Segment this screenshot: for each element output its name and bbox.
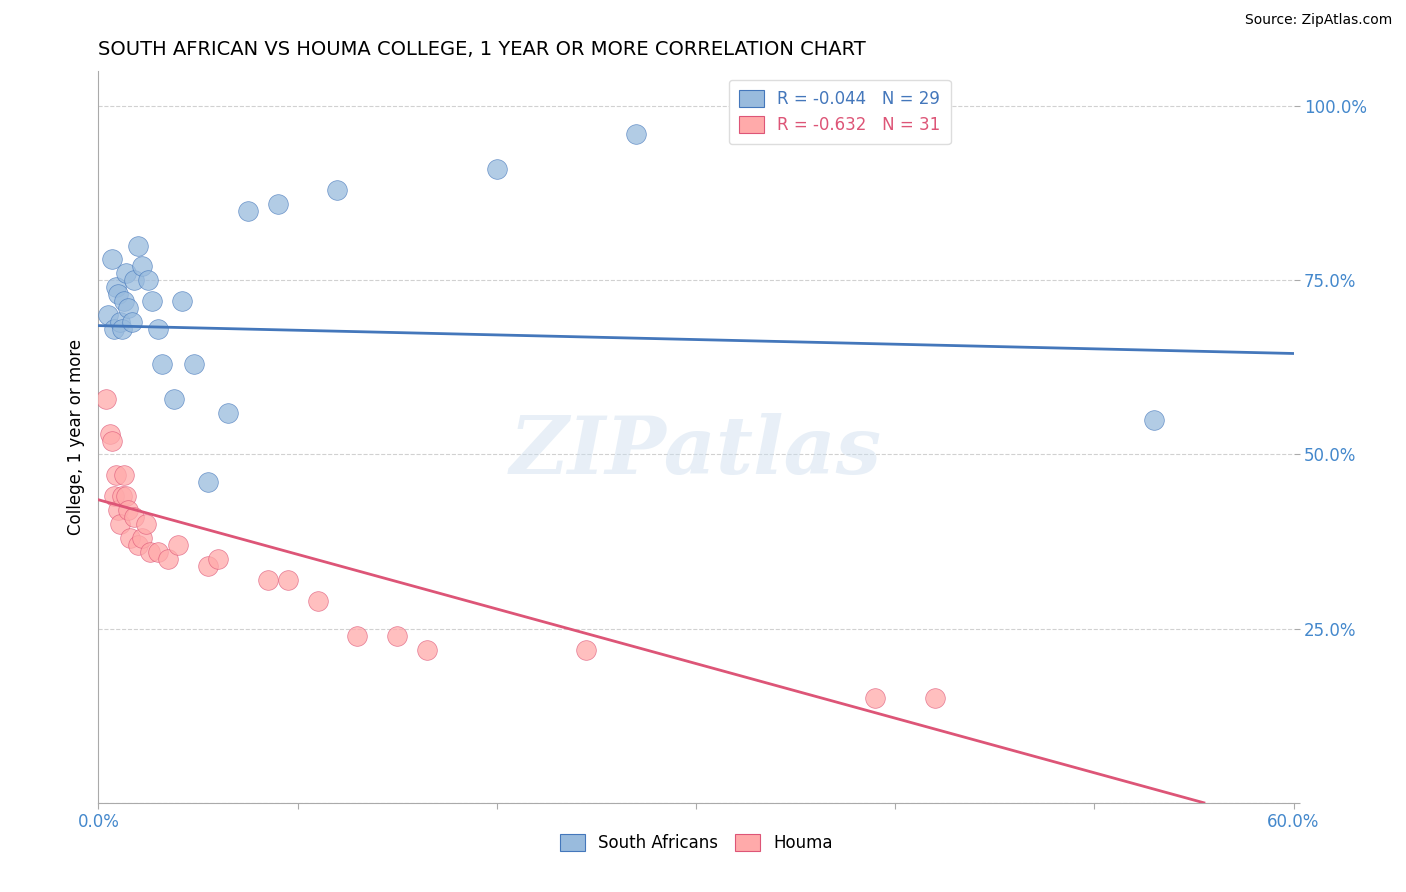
Point: [148, 322, 170, 336]
Point: [96, 392, 118, 406]
Point: [139, 545, 162, 559]
Point: [97, 308, 120, 322]
Point: [183, 357, 205, 371]
Point: [163, 392, 186, 406]
Point: [112, 468, 135, 483]
Point: [217, 406, 239, 420]
Point: [110, 517, 132, 532]
Point: [326, 183, 349, 197]
Point: [117, 503, 139, 517]
Y-axis label: College, 1 year or more: College, 1 year or more: [66, 339, 84, 535]
Point: [924, 691, 946, 706]
Point: [167, 538, 190, 552]
Point: [110, 315, 132, 329]
Text: Source: ZipAtlas.com: Source: ZipAtlas.com: [1244, 13, 1392, 28]
Point: [136, 273, 159, 287]
Point: [485, 161, 508, 176]
Point: [112, 294, 135, 309]
Point: [135, 517, 157, 532]
Point: [115, 489, 138, 503]
Point: [120, 531, 142, 545]
Point: [111, 322, 134, 336]
Point: [107, 287, 129, 301]
Point: [1143, 412, 1166, 426]
Point: [267, 196, 290, 211]
Point: [307, 594, 329, 608]
Point: [131, 531, 153, 545]
Point: [117, 301, 139, 316]
Point: [121, 315, 143, 329]
Point: [575, 642, 598, 657]
Point: [277, 573, 299, 587]
Point: [148, 545, 170, 559]
Point: [150, 357, 173, 371]
Point: [236, 203, 259, 218]
Point: [115, 266, 138, 280]
Legend: South Africans, Houma: South Africans, Houma: [551, 825, 841, 860]
Point: [127, 538, 149, 552]
Point: [103, 322, 125, 336]
Point: [105, 280, 128, 294]
Point: [207, 552, 229, 566]
Point: [103, 489, 125, 503]
Point: [197, 475, 219, 490]
Point: [111, 489, 134, 503]
Point: [124, 273, 146, 287]
Point: [105, 468, 128, 483]
Point: [416, 642, 439, 657]
Text: SOUTH AFRICAN VS HOUMA COLLEGE, 1 YEAR OR MORE CORRELATION CHART: SOUTH AFRICAN VS HOUMA COLLEGE, 1 YEAR O…: [98, 39, 866, 59]
Point: [127, 238, 149, 252]
Point: [626, 127, 648, 141]
Text: ZIPatlas: ZIPatlas: [510, 413, 882, 491]
Point: [256, 573, 278, 587]
Point: [346, 629, 368, 643]
Point: [197, 558, 219, 573]
Point: [107, 503, 129, 517]
Point: [101, 434, 124, 448]
Point: [157, 552, 180, 566]
Point: [172, 294, 194, 309]
Point: [101, 252, 124, 267]
Point: [385, 629, 409, 643]
Point: [141, 294, 163, 309]
Point: [865, 691, 887, 706]
Point: [131, 260, 153, 274]
Point: [124, 510, 146, 524]
Point: [98, 426, 122, 441]
